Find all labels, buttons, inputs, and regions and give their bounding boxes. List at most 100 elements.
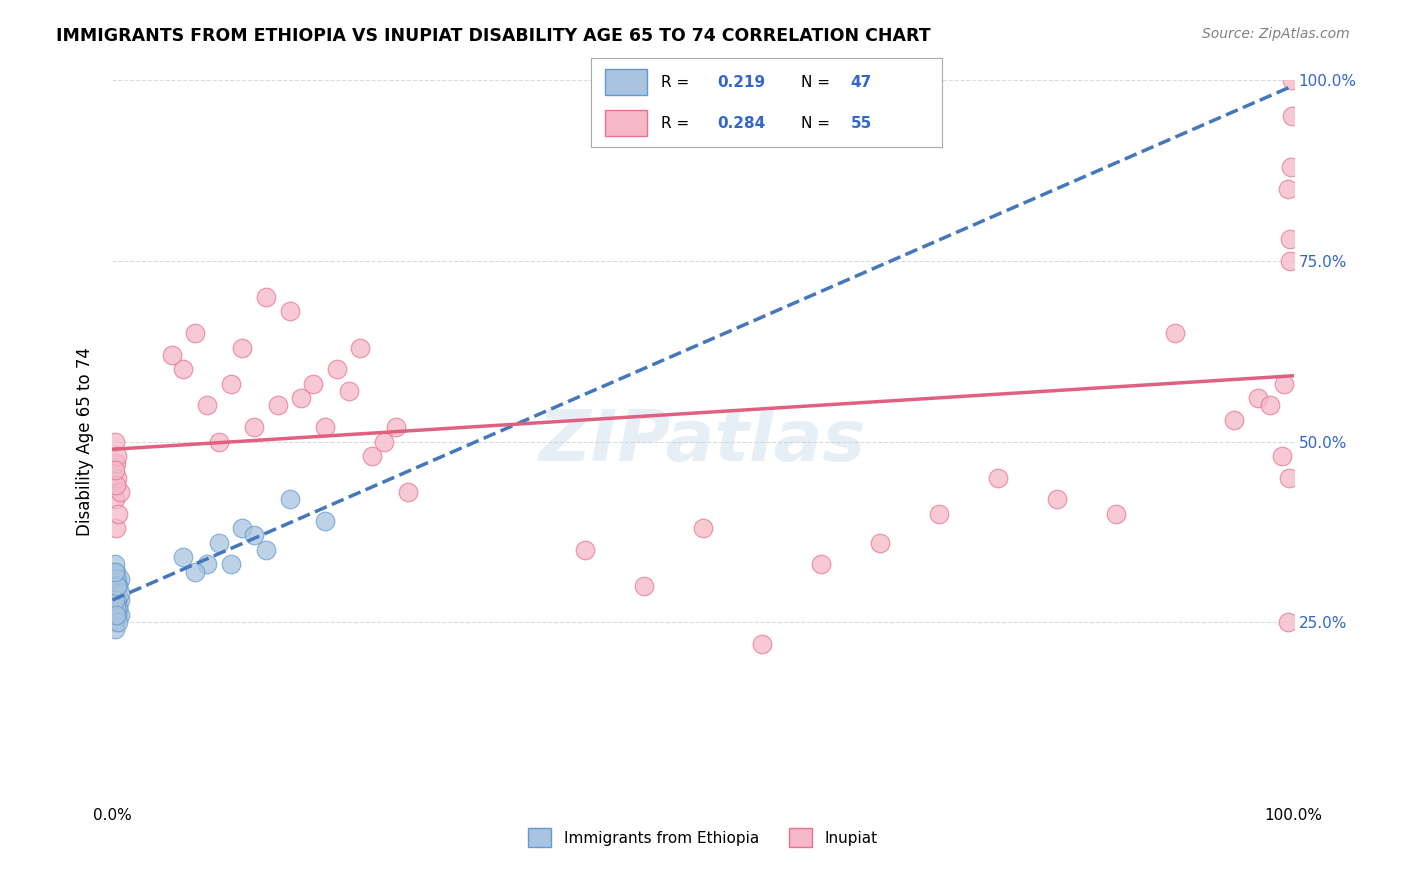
- Point: [349, 341, 371, 355]
- Point: [243, 528, 266, 542]
- Text: ZIPatlas: ZIPatlas: [540, 407, 866, 476]
- Point: [574, 542, 596, 557]
- Point: [1277, 615, 1299, 630]
- Point: [107, 579, 129, 593]
- Point: [105, 600, 128, 615]
- Point: [107, 600, 129, 615]
- Point: [385, 420, 408, 434]
- Point: [105, 521, 128, 535]
- Point: [104, 434, 127, 449]
- Point: [278, 492, 301, 507]
- Point: [108, 485, 131, 500]
- Point: [361, 449, 384, 463]
- Point: [105, 607, 128, 622]
- Point: [105, 600, 128, 615]
- Point: [751, 637, 773, 651]
- Point: [219, 558, 242, 572]
- Point: [105, 470, 128, 484]
- Point: [105, 572, 128, 586]
- Point: [231, 341, 253, 355]
- Point: [104, 593, 127, 607]
- Point: [105, 565, 128, 579]
- Point: [987, 470, 1010, 484]
- Point: [104, 586, 127, 600]
- Text: R =: R =: [661, 116, 699, 130]
- Point: [1164, 326, 1187, 340]
- Point: [314, 420, 336, 434]
- Point: [105, 572, 128, 586]
- Point: [195, 558, 218, 572]
- Point: [104, 565, 127, 579]
- Text: IMMIGRANTS FROM ETHIOPIA VS INUPIAT DISABILITY AGE 65 TO 74 CORRELATION CHART: IMMIGRANTS FROM ETHIOPIA VS INUPIAT DISA…: [56, 27, 931, 45]
- Text: Source: ZipAtlas.com: Source: ZipAtlas.com: [1202, 27, 1350, 41]
- Point: [195, 398, 218, 412]
- Point: [105, 593, 128, 607]
- Point: [105, 579, 128, 593]
- FancyBboxPatch shape: [605, 110, 647, 136]
- Point: [243, 420, 266, 434]
- Point: [290, 391, 312, 405]
- Point: [184, 565, 207, 579]
- FancyBboxPatch shape: [605, 69, 647, 95]
- Point: [172, 550, 194, 565]
- Point: [104, 593, 127, 607]
- Point: [108, 586, 131, 600]
- Text: N =: N =: [801, 75, 835, 89]
- Point: [105, 593, 128, 607]
- Point: [219, 376, 242, 391]
- Point: [172, 362, 194, 376]
- Point: [208, 434, 231, 449]
- Point: [105, 586, 128, 600]
- Point: [105, 586, 128, 600]
- Point: [267, 398, 290, 412]
- Point: [302, 376, 325, 391]
- Point: [1271, 449, 1294, 463]
- Point: [184, 326, 207, 340]
- Point: [105, 593, 128, 607]
- Point: [105, 478, 128, 492]
- Point: [108, 593, 131, 607]
- Point: [1258, 398, 1281, 412]
- Point: [104, 586, 127, 600]
- Point: [105, 456, 128, 470]
- Point: [1279, 160, 1302, 174]
- Point: [105, 593, 128, 607]
- Text: 47: 47: [851, 75, 872, 89]
- Point: [105, 607, 128, 622]
- Point: [107, 579, 129, 593]
- Point: [104, 558, 127, 572]
- Point: [326, 362, 349, 376]
- Point: [278, 304, 301, 318]
- Point: [208, 535, 231, 549]
- Point: [254, 542, 277, 557]
- Point: [160, 348, 183, 362]
- Point: [373, 434, 395, 449]
- Text: 0.284: 0.284: [717, 116, 765, 130]
- Point: [1046, 492, 1069, 507]
- Point: [1277, 182, 1299, 196]
- Point: [396, 485, 419, 500]
- Point: [692, 521, 714, 535]
- Point: [105, 579, 128, 593]
- Text: N =: N =: [801, 116, 835, 130]
- Point: [104, 492, 127, 507]
- Point: [104, 463, 127, 477]
- Point: [1223, 413, 1246, 427]
- Point: [105, 607, 128, 622]
- Point: [1278, 232, 1301, 246]
- Point: [1278, 470, 1301, 484]
- Point: [1281, 110, 1303, 124]
- Point: [105, 449, 128, 463]
- Point: [108, 572, 131, 586]
- Point: [1281, 73, 1303, 87]
- Point: [107, 615, 129, 630]
- Point: [314, 514, 336, 528]
- Point: [1247, 391, 1270, 405]
- Point: [633, 579, 655, 593]
- Point: [231, 521, 253, 535]
- Point: [104, 600, 127, 615]
- Point: [105, 600, 128, 615]
- Text: R =: R =: [661, 75, 699, 89]
- Point: [928, 507, 950, 521]
- Point: [1278, 253, 1301, 268]
